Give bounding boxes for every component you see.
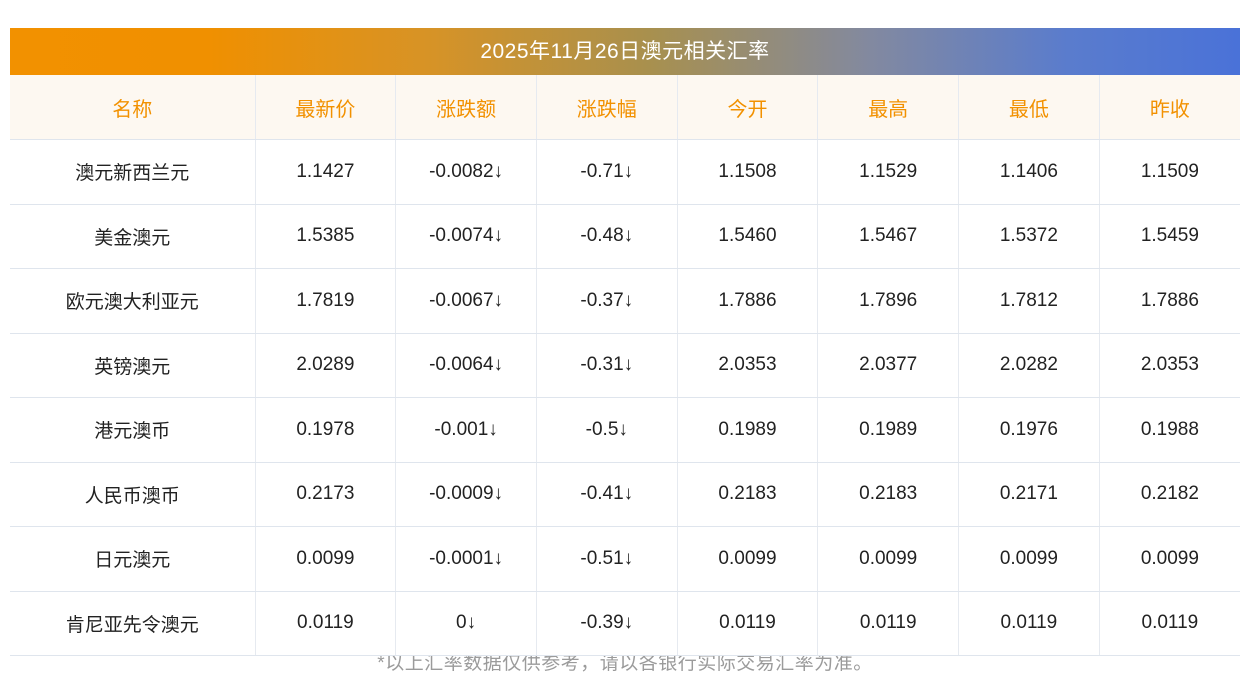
cell-low: 1.5372 xyxy=(958,204,1100,269)
cell-name[interactable]: 英镑澳元 xyxy=(10,333,256,398)
rate-panel: 2025年11月26日澳元相关汇率 名称 最新价 涨跌额 涨跌幅 今开 最高 最… xyxy=(10,28,1240,656)
cell-low: 1.7812 xyxy=(958,268,1100,334)
cell-high: 1.7896 xyxy=(817,268,960,334)
cell-high: 1.5467 xyxy=(817,204,960,269)
column-header-low[interactable]: 最低 xyxy=(958,75,1100,140)
cell-low: 1.1406 xyxy=(958,139,1100,205)
column-header-prev-close[interactable]: 昨收 xyxy=(1099,75,1240,140)
cell-change-pct: -0.41↓ xyxy=(536,462,678,527)
cell-change: -0.0001↓ xyxy=(395,526,537,592)
cell-open: 0.2183 xyxy=(677,462,819,527)
cell-low: 0.1976 xyxy=(958,397,1100,463)
cell-prev-close: 1.5459 xyxy=(1099,204,1240,269)
cell-change: -0.0082↓ xyxy=(395,139,537,205)
cell-prev-close: 0.0099 xyxy=(1099,526,1240,592)
cell-change-pct: -0.31↓ xyxy=(536,333,678,398)
cell-prev-close: 1.7886 xyxy=(1099,268,1240,334)
table-row[interactable]: 美金澳元 1.5385 -0.0074↓ -0.48↓ 1.5460 1.5467 1.53… xyxy=(10,204,1240,269)
cell-high: 0.0099 xyxy=(817,526,960,592)
cell-change-pct: -0.5↓ xyxy=(536,397,678,463)
cell-change: -0.0009↓ xyxy=(395,462,537,527)
column-header-name[interactable]: 名称 xyxy=(10,75,256,140)
cell-name[interactable]: 日元澳元 xyxy=(10,526,256,592)
cell-last: 1.1427 xyxy=(255,139,397,205)
cell-high: 0.1989 xyxy=(817,397,960,463)
table-row[interactable]: 人民币澳币 0.2173 -0.0009↓ -0.41↓ 0.2183 0.2183 0.2… xyxy=(10,462,1240,527)
cell-change-pct: -0.71↓ xyxy=(536,139,678,205)
table-row[interactable]: 港元澳币 0.1978 -0.001↓ -0.5↓ 0.1989 0.1989 0.1976… xyxy=(10,397,1240,463)
table-row[interactable]: 肯尼亚先令澳元 0.0119 0↓ -0.39↓ 0.0119 0.0119 0.0119 0… xyxy=(10,591,1240,656)
cell-change: -0.001↓ xyxy=(395,397,537,463)
cell-high: 1.1529 xyxy=(817,139,960,205)
cell-open: 1.1508 xyxy=(677,139,819,205)
cell-change: -0.0064↓ xyxy=(395,333,537,398)
cell-low: 0.2171 xyxy=(958,462,1100,527)
table-row[interactable]: 英镑澳元 2.0289 -0.0064↓ -0.31↓ 2.0353 2.0377 2.02… xyxy=(10,333,1240,398)
cell-change-pct: -0.48↓ xyxy=(536,204,678,269)
cell-name[interactable]: 港元澳币 xyxy=(10,397,256,463)
cell-name[interactable]: 肯尼亚先令澳元 xyxy=(10,591,256,656)
cell-last: 0.2173 xyxy=(255,462,397,527)
cell-open: 0.0099 xyxy=(677,526,819,592)
cell-low: 2.0282 xyxy=(958,333,1100,398)
cell-last: 2.0289 xyxy=(255,333,397,398)
cell-prev-close: 2.0353 xyxy=(1099,333,1240,398)
cell-change: -0.0074↓ xyxy=(395,204,537,269)
cell-last: 1.7819 xyxy=(255,268,397,334)
cell-change: 0↓ xyxy=(395,591,537,656)
cell-prev-close: 0.1988 xyxy=(1099,397,1240,463)
cell-change: -0.0067↓ xyxy=(395,268,537,334)
cell-name[interactable]: 美金澳元 xyxy=(10,204,256,269)
cell-last: 0.1978 xyxy=(255,397,397,463)
cell-prev-close: 0.2182 xyxy=(1099,462,1240,527)
column-header-last[interactable]: 最新价 xyxy=(255,75,397,140)
cell-high: 0.2183 xyxy=(817,462,960,527)
cell-low: 0.0099 xyxy=(958,526,1100,592)
cell-open: 1.7886 xyxy=(677,268,819,334)
cell-change-pct: -0.37↓ xyxy=(536,268,678,334)
cell-last: 1.5385 xyxy=(255,204,397,269)
column-header-change[interactable]: 涨跌额 xyxy=(395,75,537,140)
table-row[interactable]: 日元澳元 0.0099 -0.0001↓ -0.51↓ 0.0099 0.0099 0.00… xyxy=(10,526,1240,592)
cell-low: 0.0119 xyxy=(958,591,1100,656)
page-title: 2025年11月26日澳元相关汇率 xyxy=(10,28,1240,75)
cell-last: 0.0099 xyxy=(255,526,397,592)
cell-open: 0.0119 xyxy=(677,591,819,656)
cell-high: 2.0377 xyxy=(817,333,960,398)
cell-last: 0.0119 xyxy=(255,591,397,656)
table-header-row: 名称 最新价 涨跌额 涨跌幅 今开 最高 最低 昨收 xyxy=(10,75,1240,140)
cell-high: 0.0119 xyxy=(817,591,960,656)
cell-change-pct: -0.51↓ xyxy=(536,526,678,592)
column-header-high[interactable]: 最高 xyxy=(817,75,960,140)
column-header-open[interactable]: 今开 xyxy=(677,75,819,140)
cell-name[interactable]: 澳元新西兰元 xyxy=(10,139,256,205)
cell-open: 2.0353 xyxy=(677,333,819,398)
table-row[interactable]: 欧元澳大利亚元 1.7819 -0.0067↓ -0.37↓ 1.7886 1.7896 1… xyxy=(10,268,1240,334)
cell-prev-close: 0.0119 xyxy=(1099,591,1240,656)
table-body: 澳元新西兰元 1.1427 -0.0082↓ -0.71↓ 1.1508 1.1529 1.… xyxy=(10,139,1240,656)
table-row[interactable]: 澳元新西兰元 1.1427 -0.0082↓ -0.71↓ 1.1508 1.1529 1.… xyxy=(10,139,1240,205)
cell-prev-close: 1.1509 xyxy=(1099,139,1240,205)
cell-name[interactable]: 人民币澳币 xyxy=(10,462,256,527)
disclaimer-note: *以上汇率数据仅供参考，请以各银行实际交易汇率为准。 xyxy=(377,653,873,674)
cell-name[interactable]: 欧元澳大利亚元 xyxy=(10,268,256,334)
exchange-rate-table: 名称 最新价 涨跌额 涨跌幅 今开 最高 最低 昨收 澳元新西兰元 1.1427-… xyxy=(10,75,1240,656)
cell-open: 1.5460 xyxy=(677,204,819,269)
cell-open: 0.1989 xyxy=(677,397,819,463)
cell-change-pct: -0.39↓ xyxy=(536,591,678,656)
column-header-change-pct[interactable]: 涨跌幅 xyxy=(536,75,678,140)
